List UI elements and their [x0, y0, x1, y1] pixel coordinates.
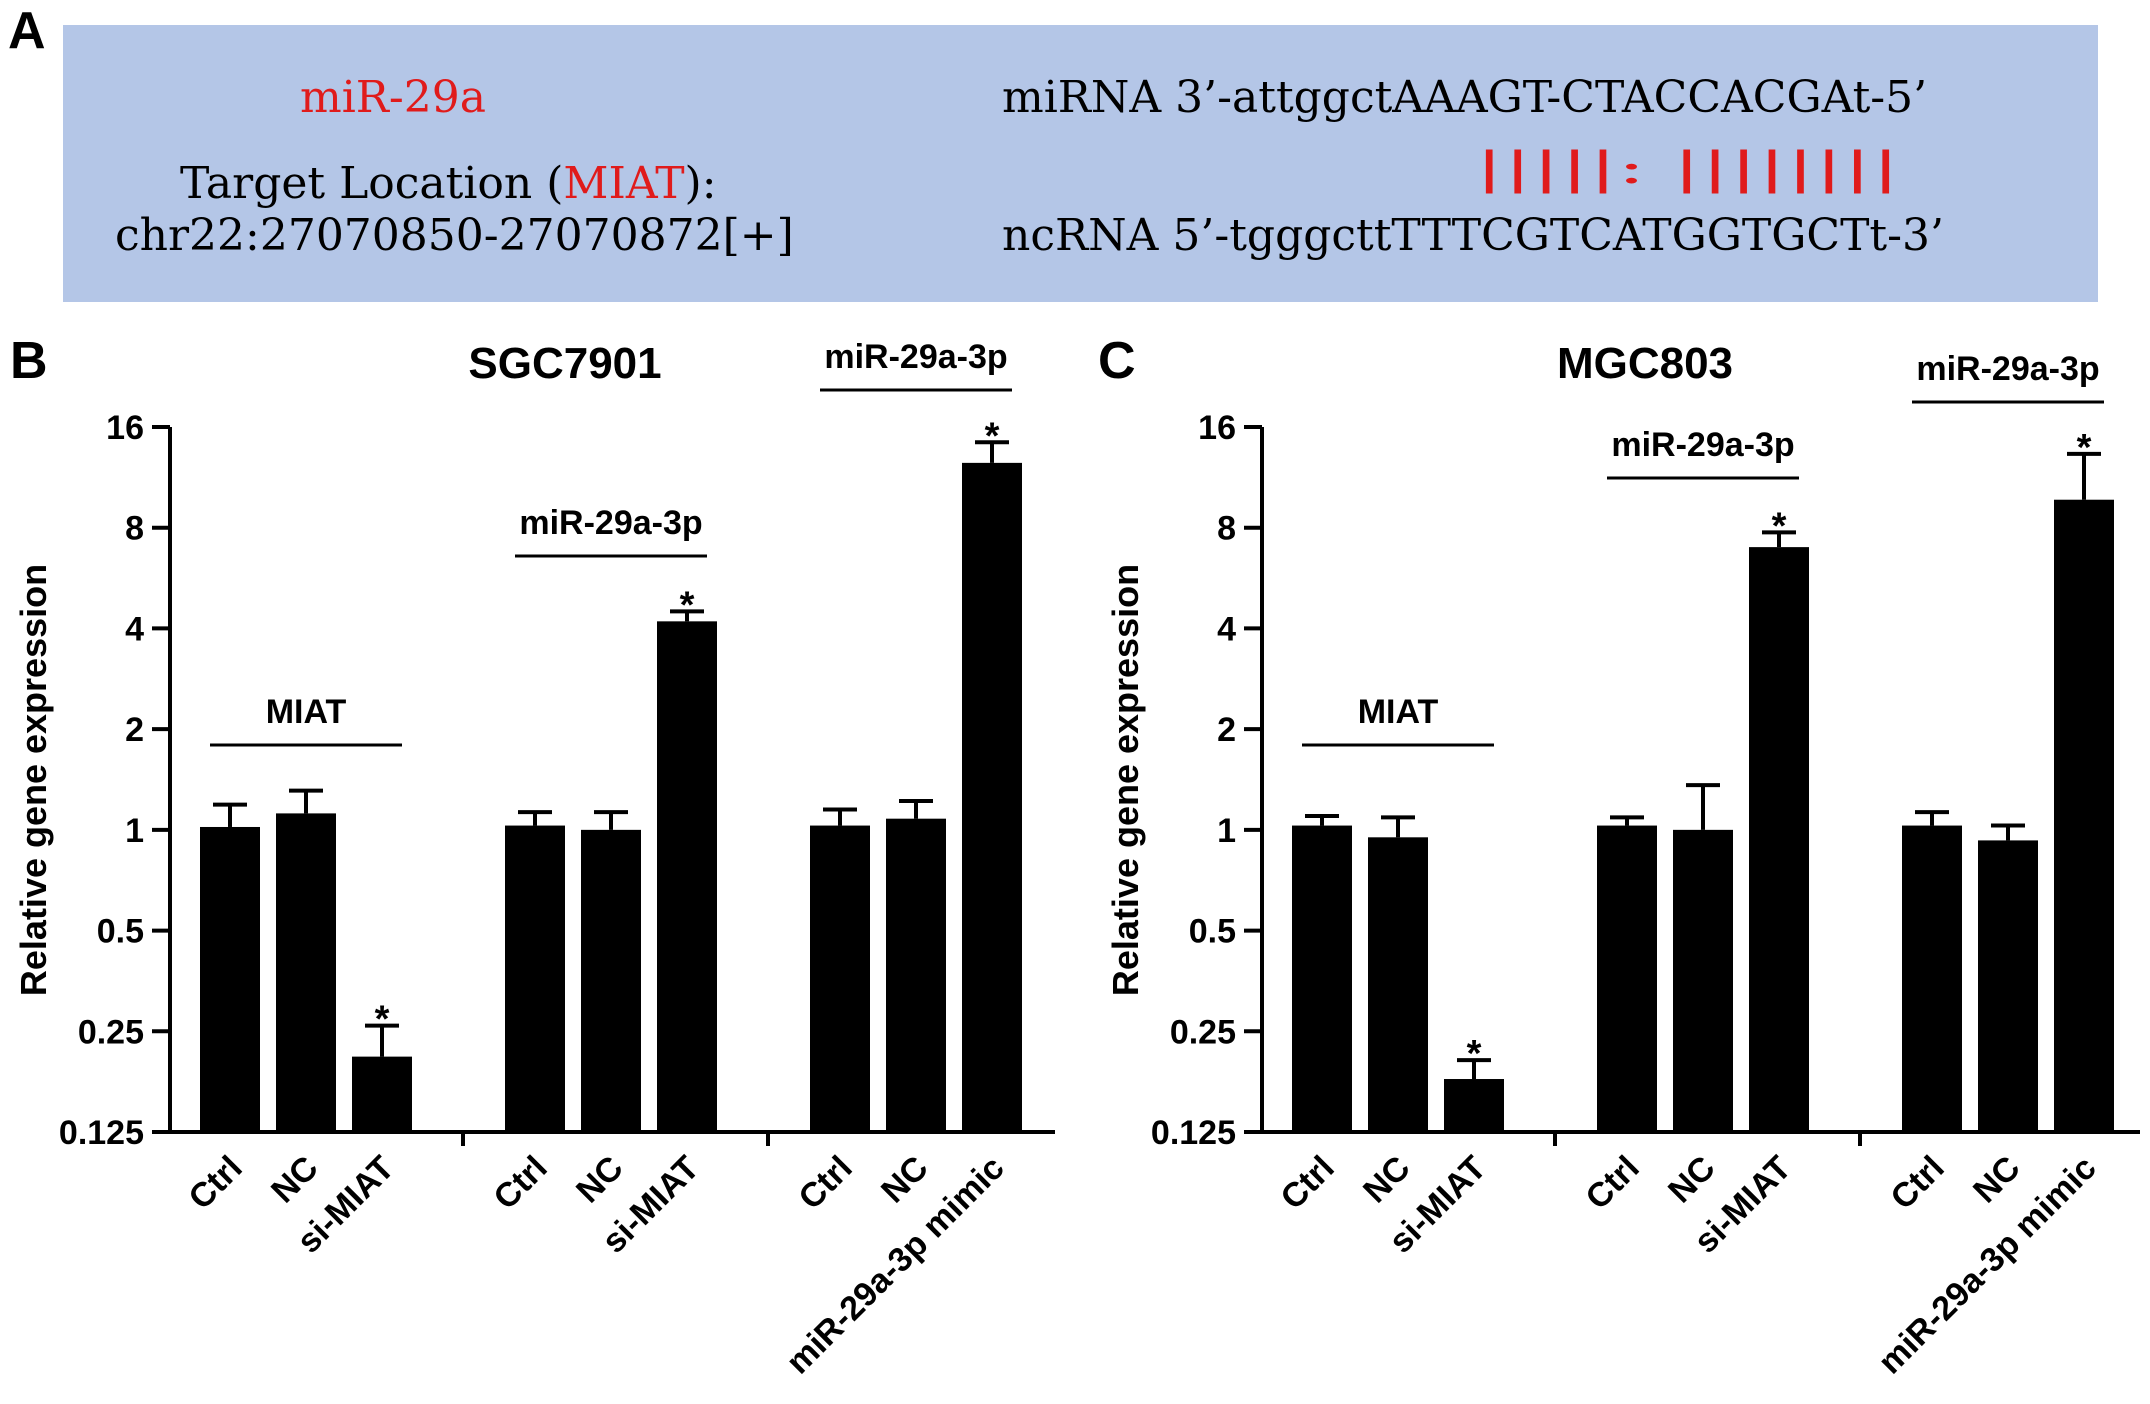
group-bracket-label: miR-29a-3p	[519, 504, 702, 542]
y-tick-label: 16	[1198, 409, 1236, 447]
bar	[1368, 837, 1428, 1132]
y-axis-label: Relative gene expression	[13, 564, 54, 996]
y-tick-label: 8	[125, 510, 144, 548]
bar	[1292, 825, 1352, 1132]
bar	[657, 621, 717, 1132]
bar	[352, 1056, 412, 1132]
pairing-marks: |||||: ||||||||	[1475, 143, 1900, 194]
y-tick-label: 1	[1217, 812, 1236, 850]
bar	[962, 462, 1022, 1132]
bar	[810, 825, 870, 1132]
panel-a-background	[63, 25, 2098, 302]
x-tick-label: NC	[264, 1149, 326, 1211]
ncrna-sequence: ncRNA 5’-tgggcttTTTCGTCATGGTGCTt-3’	[1002, 210, 1944, 261]
y-tick-label: 4	[1217, 610, 1236, 648]
target-location-suffix: ):	[685, 158, 717, 209]
mirna-sequence: miRNA 3’-attggctAAAGT-CTACCACGAt-5’	[1002, 72, 1927, 123]
x-tick-label: NC	[569, 1149, 631, 1211]
y-tick-label: 0.5	[97, 913, 144, 951]
target-location-prefix: Target Location (	[180, 158, 563, 209]
x-tick-label: Ctrl	[791, 1149, 859, 1217]
y-tick-label: 8	[1217, 510, 1236, 548]
x-tick-label: NC	[1356, 1149, 1418, 1211]
bar	[1597, 825, 1657, 1132]
significance-star: *	[1467, 1033, 1482, 1075]
target-location-line: Target Location (MIAT):	[180, 158, 717, 209]
group-bracket-label: miR-29a-3p	[1916, 350, 2099, 388]
group-bracket-label: miR-29a-3p	[1611, 426, 1794, 464]
x-tick-label: NC	[1661, 1149, 1723, 1211]
x-tick-label: Ctrl	[1578, 1149, 1646, 1217]
y-tick-label: 4	[125, 610, 144, 648]
y-axis-label: Relative gene expression	[1105, 564, 1146, 996]
target-coordinates: chr22:27070850-27070872[+]	[115, 210, 794, 261]
group-bracket-label: miR-29a-3p	[824, 338, 1007, 376]
y-tick-label: 0.25	[78, 1013, 144, 1051]
bar	[505, 825, 565, 1132]
bar	[2054, 499, 2114, 1132]
chart-sgc7901: SGC7901 Relative gene expression 0.125 0.25…	[13, 338, 1055, 1381]
y-tick-label: 0.25	[1170, 1013, 1236, 1051]
bar	[581, 829, 641, 1132]
panel-c-letter: C	[1098, 332, 1136, 390]
bar	[886, 818, 946, 1132]
x-tick-label: Ctrl	[486, 1149, 554, 1217]
panel-a-letter: A	[8, 2, 46, 60]
significance-star: *	[375, 999, 390, 1041]
y-tick-label: 0.5	[1189, 913, 1236, 951]
panel-b-letter: B	[10, 332, 48, 390]
significance-star: *	[2077, 427, 2092, 469]
x-tick-label: Ctrl	[1273, 1149, 1341, 1217]
bar	[200, 826, 260, 1132]
target-gene: MIAT	[563, 158, 684, 209]
y-tick-label: 1	[125, 812, 144, 850]
y-tick-label: 16	[106, 409, 144, 447]
y-tick-label: 2	[125, 711, 144, 749]
significance-star: *	[985, 415, 1000, 457]
mirna-name: miR-29a	[300, 72, 486, 123]
chart-mgc803: MGC803 Relative gene expression 0.125 0.25 0…	[1105, 339, 2140, 1381]
y-tick-label: 0.125	[1151, 1114, 1236, 1152]
bar	[1444, 1079, 1504, 1132]
chart-title: MGC803	[1557, 339, 1733, 388]
significance-star: *	[680, 584, 695, 626]
y-tick-label: 0.125	[59, 1114, 144, 1152]
x-tick-label: NC	[874, 1149, 936, 1211]
bar	[1902, 825, 1962, 1132]
group-bracket-label: MIAT	[266, 693, 347, 731]
bar	[276, 813, 336, 1132]
significance-star: *	[1772, 505, 1787, 547]
bar	[1749, 547, 1809, 1132]
x-tick-label: Ctrl	[181, 1149, 249, 1217]
x-tick-label: NC	[1966, 1149, 2028, 1211]
group-bracket-label: MIAT	[1358, 693, 1439, 731]
x-tick-label: Ctrl	[1883, 1149, 1951, 1217]
y-tick-label: 2	[1217, 711, 1236, 749]
bar	[1978, 840, 2038, 1132]
chart-title: SGC7901	[468, 339, 661, 388]
bar	[1673, 829, 1733, 1132]
